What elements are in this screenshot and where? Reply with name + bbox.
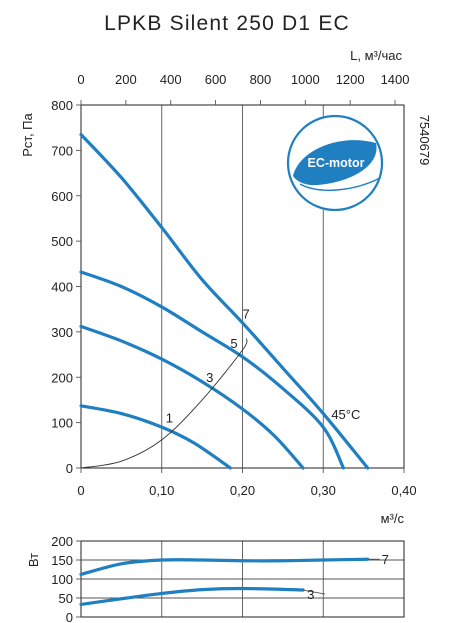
- top-tick-label: 1200: [336, 72, 365, 87]
- top-tick-label: 200: [115, 72, 137, 87]
- series-label-7: 7: [243, 306, 250, 321]
- power-series-label-3: 3: [307, 587, 314, 602]
- power-series-label-7: 7: [382, 552, 389, 567]
- series-label-1: 1: [166, 411, 173, 426]
- chart-title: LPKB Silent 250 D1 EC: [104, 12, 350, 35]
- power-y-tick-label: 50: [59, 591, 73, 606]
- pressure-curve-3: [79, 324, 305, 470]
- power-curve-3: [79, 586, 305, 607]
- top-axis-label: L, м³/час: [350, 48, 402, 63]
- y-tick-label: 700: [51, 143, 73, 158]
- x-tick-label: 0,10: [149, 483, 174, 498]
- product-code: 7540679: [417, 115, 432, 166]
- top-tick-label: 800: [250, 72, 272, 87]
- y-tick-label: 100: [51, 416, 73, 431]
- power-y-axis-label: Вт: [26, 553, 41, 567]
- x-tick-label: 0,20: [230, 483, 255, 498]
- badge-swoosh-icon: [299, 177, 381, 191]
- series-label-5: 5: [230, 336, 237, 351]
- main-chart: 75 3 1 45°C 0 0,10 0,20 0,30 0,40 0 100 200 300 400 5…: [20, 48, 432, 526]
- y-axis-label: Рст, Па: [20, 112, 35, 156]
- x-axis-label: м³/с: [381, 511, 405, 526]
- top-tick-label: 1000: [291, 72, 320, 87]
- pressure-curve-5: [79, 270, 346, 470]
- power-y-tick-label: 150: [51, 553, 73, 568]
- top-tick-label: 600: [205, 72, 227, 87]
- power-chart: 7 3 0 50 100 150 200 Вт: [26, 534, 405, 623]
- top-tick-label: 400: [160, 72, 182, 87]
- y-tick-label: 300: [51, 325, 73, 340]
- y-tick-label: 0: [66, 461, 73, 476]
- y-tick-label: 400: [51, 280, 73, 295]
- top-tick-label: 0: [77, 72, 84, 87]
- badge-text: EC-motor: [308, 156, 365, 170]
- temperature-annotation: 45°C: [331, 407, 360, 422]
- series-label-3: 3: [206, 370, 213, 385]
- x-tick-label: 0: [77, 483, 84, 498]
- power-curve-7: [79, 557, 370, 577]
- system-curve: [80, 338, 248, 469]
- badge-leaf-icon: [293, 140, 377, 186]
- top-tick-label: 1400: [381, 72, 410, 87]
- ec-motor-badge: EC-motor: [286, 114, 384, 212]
- y-tick-label: 800: [51, 98, 73, 113]
- y-tick-label: 200: [51, 370, 73, 385]
- power-label-leader: [302, 589, 326, 595]
- pressure-curve-1: [79, 404, 232, 470]
- power-y-tick-label: 0: [66, 610, 73, 623]
- power-y-tick-label: 100: [51, 572, 73, 587]
- x-tick-label: 0,40: [391, 483, 416, 498]
- power-y-tick-label: 200: [51, 534, 73, 549]
- x-tick-label: 0,30: [311, 483, 336, 498]
- y-tick-label: 500: [51, 234, 73, 249]
- pressure-curve-7: [79, 132, 370, 470]
- y-tick-label: 600: [51, 189, 73, 204]
